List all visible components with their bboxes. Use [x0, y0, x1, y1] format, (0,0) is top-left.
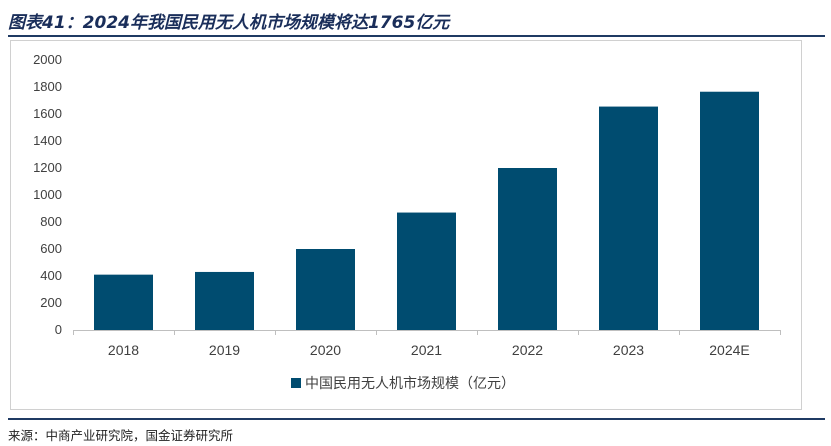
legend-swatch: [291, 378, 301, 388]
y-tick-label: 1200: [33, 160, 62, 175]
legend-label: 中国民用无人机市场规模（亿元）: [305, 375, 515, 391]
title-divider: [8, 35, 825, 37]
bar-2021: [397, 212, 456, 330]
x-tick-label: 2022: [512, 342, 543, 358]
y-tick-label: 2000: [33, 52, 62, 67]
y-tick-label: 1400: [33, 133, 62, 148]
bar-2019: [195, 271, 254, 330]
y-tick-label: 1000: [33, 187, 62, 202]
source-note: 来源：中商产业研究院，国金证券研究所: [8, 428, 234, 443]
bar-2022: [498, 168, 557, 330]
title-bar: 图表41：2024年我国民用无人机市场规模将达1765亿元: [8, 6, 825, 37]
y-tick-label: 600: [40, 241, 62, 256]
x-tick-label: 2019: [209, 342, 240, 358]
x-tick-label: 2021: [411, 342, 442, 358]
bar-2018: [94, 274, 153, 330]
y-tick-label: 1600: [33, 106, 62, 121]
y-tick-label: 800: [40, 214, 62, 229]
bar-2020: [296, 249, 355, 330]
x-tick-label: 2024E: [709, 342, 749, 358]
y-tick-label: 200: [40, 295, 62, 310]
x-tick-label: 2020: [310, 342, 341, 358]
footer-divider: [8, 418, 825, 420]
y-tick-label: 400: [40, 268, 62, 283]
y-tick-label: 1800: [33, 79, 62, 94]
bar-2023: [599, 106, 658, 330]
y-tick-label: 0: [55, 322, 62, 337]
chart-frame: [10, 40, 802, 410]
bar-2024E: [700, 91, 759, 330]
x-tick-label: 2023: [613, 342, 644, 358]
chart-title: 图表41：2024年我国民用无人机市场规模将达1765亿元: [8, 13, 450, 33]
x-tick-label: 2018: [108, 342, 139, 358]
